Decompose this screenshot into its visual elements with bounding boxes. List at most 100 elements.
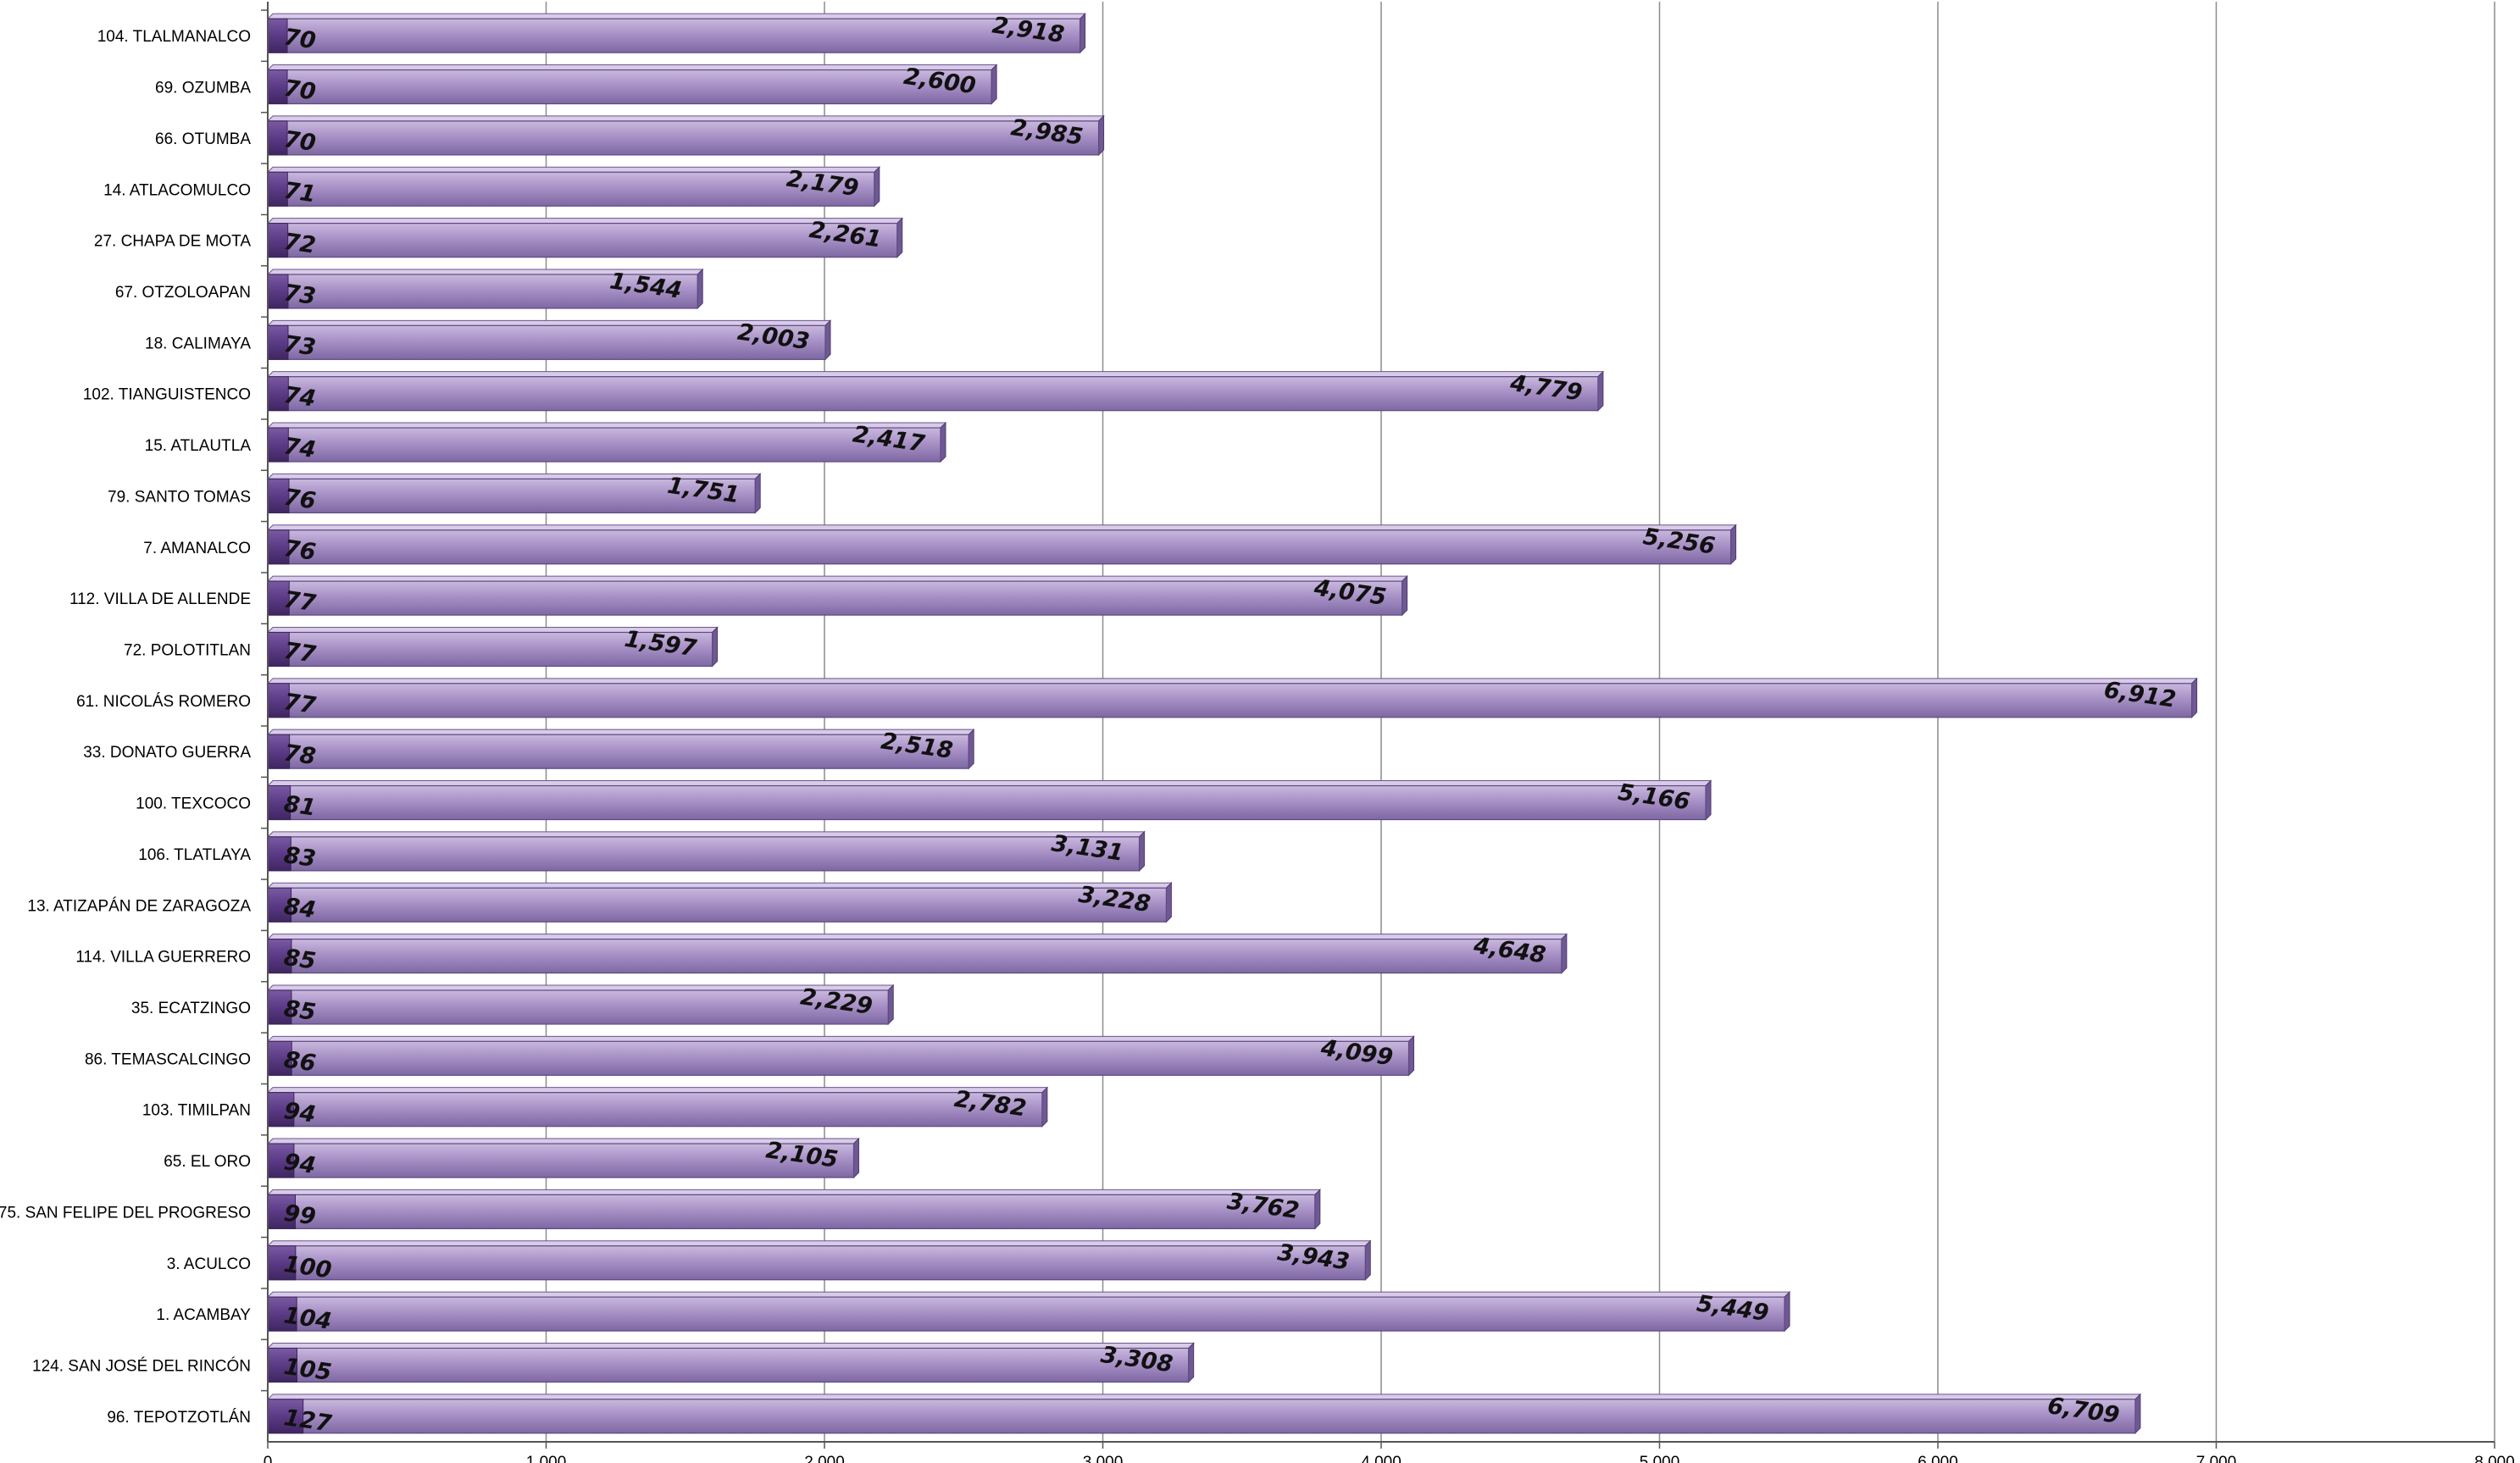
bar-light [267,734,969,769]
data-label-small: 76 [282,535,318,566]
category-label: 7. AMANALCO [143,540,251,557]
bar-side [968,728,974,770]
bar-side [824,319,831,361]
category-label: 18. CALIMAYA [145,335,251,352]
data-label-small: 76 [282,485,318,515]
data-label-small: 74 [282,382,318,413]
category-label: 14. ATLACOMULCO [103,181,251,199]
bar-side [1597,370,1604,412]
bar-top [266,729,975,735]
bar-side [1041,1086,1048,1128]
bar-light [267,324,826,360]
bar-side [1165,882,1172,923]
bar-light [267,223,898,258]
bar-dark [267,939,292,974]
bar-dark [267,1143,295,1178]
bar-top [266,1240,1372,1247]
category-label: 65. EL ORO [164,1153,251,1171]
bar-light [267,1399,2136,1434]
bar-side [1561,933,1568,974]
category-label: 114. VILLA GUERRERO [75,949,251,967]
category-label: 35. ECATZINGO [131,1000,251,1017]
x-tick-label: 1,000 [526,1454,567,1463]
bar-top [266,1291,1791,1298]
bar-light [267,427,941,463]
data-label-small: 86 [282,1047,318,1078]
bar-light [267,683,2193,718]
x-tick-label: 5,000 [1640,1454,1680,1463]
category-label: 13. ATIZAPÁN DE ZARAGOZA [27,897,251,915]
category-label: 33. DONATO GUERRA [83,744,251,762]
bar-top [266,64,998,71]
bar-top [266,1342,1195,1349]
bar-light [267,529,1732,565]
bar-light [267,836,1141,872]
bar-side [2134,1393,2141,1435]
category-label: 67. OTZOLOAPAN [115,284,251,302]
x-tick-label: 7,000 [2196,1454,2237,1463]
bar-top [266,575,1408,582]
bar-light [267,1092,1043,1128]
bar-top [266,422,947,429]
bar-side [940,421,946,463]
bar-light [267,171,875,207]
bar-light [267,69,992,105]
bar-side [887,984,894,1026]
category-label: 106. TLATLAYA [138,846,251,864]
bar-side [1408,1035,1415,1077]
bar-dark [267,887,292,923]
data-label-small: 83 [282,842,318,873]
bar-top [266,115,1105,122]
bar-side [712,626,719,668]
bar-light [267,274,698,309]
bar-light [267,1347,1190,1383]
bar-side [1139,830,1146,873]
bar-side [1188,1342,1195,1383]
bar-top [266,678,2198,684]
category-label: 72. POLOTITLAN [124,641,251,659]
bar-dark [267,1347,297,1383]
data-label-small: 77 [282,586,318,617]
bar-dark [267,376,289,412]
bar-side [1402,574,1408,617]
bar-top [266,831,1146,838]
bar-light [267,580,1403,616]
bar-light [267,376,1599,412]
bar-top [266,1087,1049,1094]
bar-top [266,13,1086,19]
bar-side [2191,677,2198,719]
bar-side [991,64,997,105]
bar-side [1080,12,1086,54]
data-label-small: 78 [282,740,318,770]
category-label: 104. TLALMANALCO [97,28,251,46]
bar-side [1364,1239,1371,1281]
x-tick-label: 6,000 [1918,1454,1958,1463]
bar-light [267,18,1081,53]
x-tick-label: 3,000 [1083,1454,1124,1463]
x-tick-label: 0 [264,1454,273,1463]
bars [266,12,2198,1435]
bar-light [267,1296,1785,1332]
bar-top [266,1035,1415,1042]
data-label-small: 99 [282,1200,318,1231]
data-label-small: 77 [282,689,318,719]
category-label: 27. CHAPA DE MOTA [94,233,251,251]
bar-side [874,166,880,208]
bar-dark [267,734,291,769]
bar-top [266,1189,1322,1195]
x-tick-label: 8,000 [2474,1454,2515,1463]
category-label: 3. ACULCO [167,1255,251,1273]
bar-dark [267,427,289,463]
x-tick-label: 2,000 [804,1454,845,1463]
bar-light [267,1245,1366,1281]
bar-top [266,882,1173,889]
bar-light [267,784,1707,821]
category-label: 75. SAN FELIPE DEL PROGRESO [0,1204,251,1222]
data-label-small: 77 [282,638,318,668]
data-label-small: 70 [282,126,318,157]
category-label: 79. SANTO TOMAS [108,488,251,506]
bar-light [267,887,1167,923]
bar-top [266,984,895,991]
bar-top [266,934,1568,940]
data-label-small: 74 [282,433,318,463]
